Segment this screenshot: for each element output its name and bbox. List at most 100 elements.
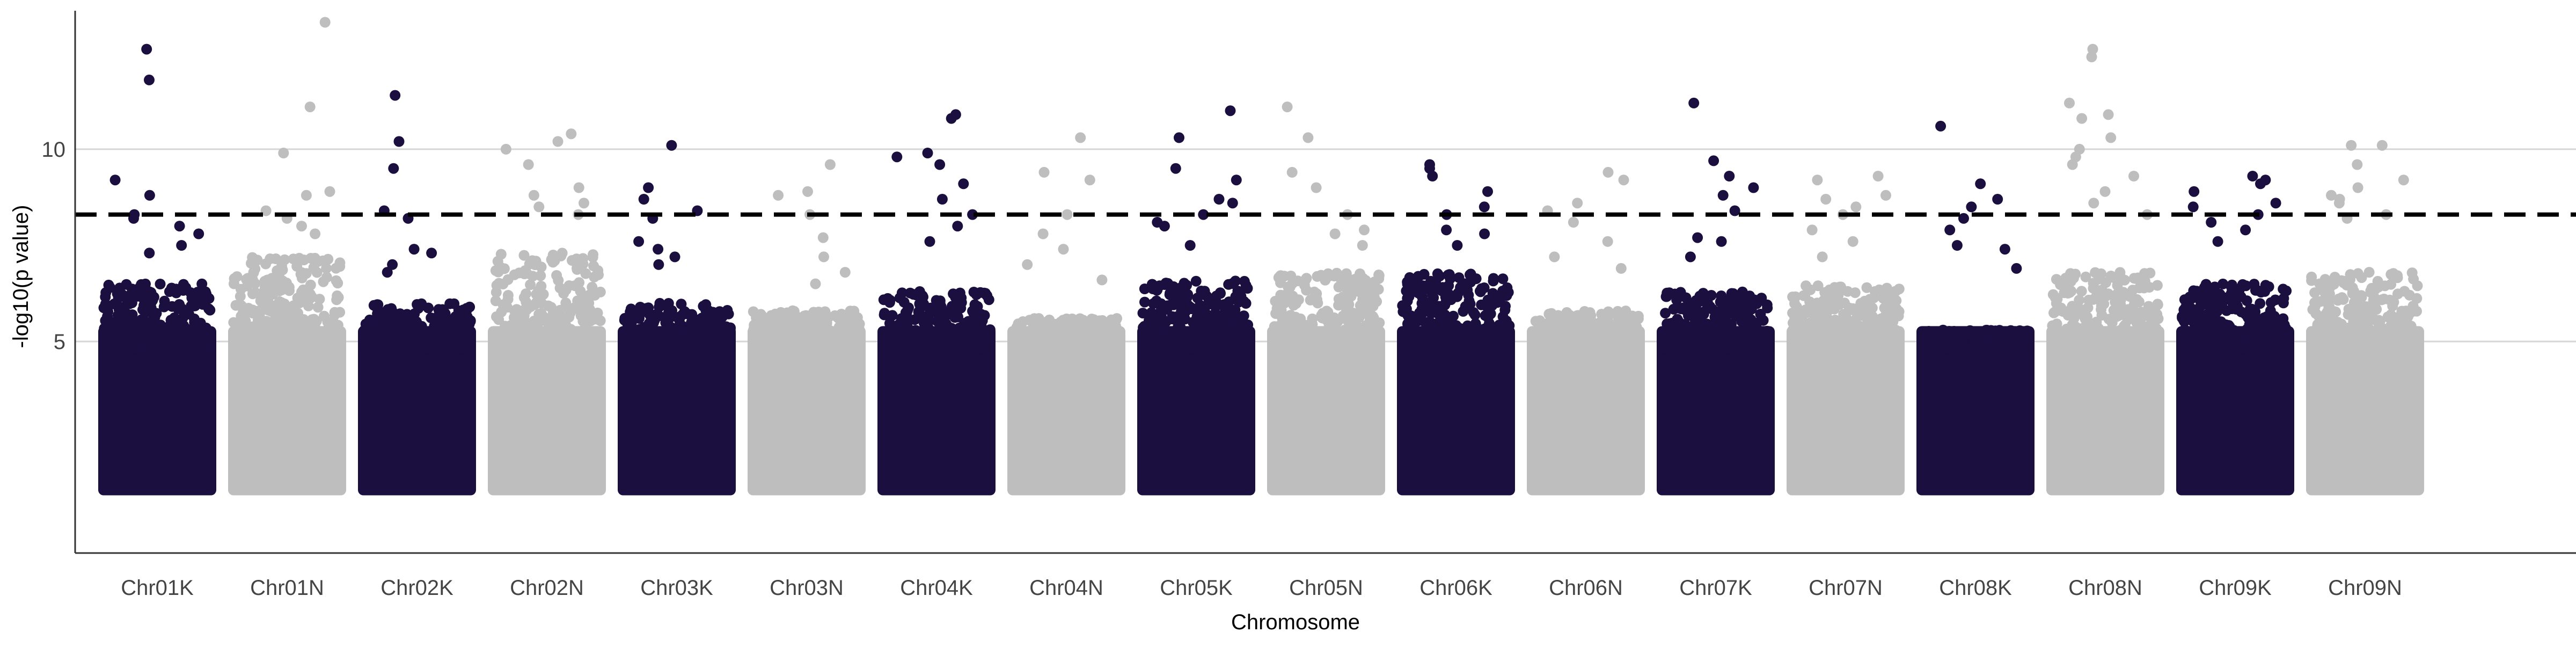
peak-point [1616, 263, 1627, 274]
point [1890, 325, 1901, 336]
point [1762, 303, 1773, 314]
point [1671, 341, 1681, 352]
point [1582, 343, 1593, 354]
chromosome-points-Chr01N [228, 17, 346, 496]
point [1709, 312, 1720, 323]
point [1789, 324, 1799, 335]
point [793, 337, 803, 347]
point [586, 315, 596, 326]
peak-point [1039, 167, 1050, 178]
point [286, 344, 297, 354]
peak-point [310, 229, 320, 239]
point [1557, 342, 1568, 353]
point [270, 253, 281, 264]
point [327, 341, 338, 352]
point [1624, 329, 1635, 339]
peak-point [1159, 221, 1170, 231]
point [1829, 332, 1840, 343]
point [1492, 322, 1503, 333]
peak-point [388, 163, 399, 174]
peak-point [1062, 209, 1073, 220]
point [927, 329, 938, 339]
point [1847, 341, 1858, 352]
point [1402, 318, 1413, 329]
point [141, 337, 151, 347]
point [962, 331, 972, 342]
point [1801, 280, 1811, 291]
point [1219, 301, 1230, 312]
peak-point [523, 159, 534, 170]
point [1465, 340, 1476, 351]
point [1225, 337, 1235, 348]
peak-point [802, 186, 813, 197]
point [389, 344, 399, 354]
point [1302, 343, 1313, 353]
point [1475, 286, 1486, 297]
point [800, 311, 810, 322]
point [1842, 286, 1853, 297]
point [1455, 344, 1466, 354]
point [577, 253, 588, 264]
point [1856, 303, 1867, 314]
peak-point [566, 128, 576, 139]
point [296, 269, 306, 280]
peak-point [1602, 236, 1613, 247]
point [1719, 344, 1730, 354]
point [826, 330, 837, 341]
peak-point [1022, 259, 1033, 270]
point [1434, 309, 1445, 319]
peak-point [278, 148, 289, 158]
point [1667, 318, 1678, 329]
peak-point [1287, 167, 1298, 178]
point [1312, 271, 1322, 282]
point [1984, 344, 1995, 354]
point [1199, 341, 1210, 352]
point [1165, 289, 1175, 300]
peak-point [946, 113, 957, 124]
point [1092, 344, 1103, 354]
point [578, 302, 589, 313]
point [464, 325, 474, 336]
point [1762, 342, 1773, 353]
peak-point [144, 190, 155, 201]
point [503, 294, 514, 304]
point [1733, 340, 1744, 351]
point [1108, 319, 1118, 330]
point [238, 307, 248, 317]
point [1744, 290, 1755, 301]
point [1885, 343, 1896, 353]
point [1502, 290, 1512, 301]
point [1488, 273, 1499, 284]
point [533, 309, 544, 319]
peak-point [1225, 105, 1236, 116]
peak-point [1479, 201, 1490, 212]
point [331, 263, 341, 274]
point [910, 314, 920, 325]
peak-point [1619, 175, 1629, 185]
point [1462, 285, 1473, 295]
peak-point [144, 248, 155, 258]
point [709, 314, 720, 325]
point [254, 308, 265, 318]
point [310, 341, 320, 352]
point [1275, 278, 1286, 288]
peak-point [1708, 155, 1719, 166]
point [104, 280, 114, 290]
peak-point [1282, 101, 1293, 112]
point [270, 344, 281, 354]
peak-point [818, 232, 829, 243]
point [528, 271, 538, 281]
point [1691, 298, 1702, 309]
point [1072, 344, 1082, 354]
point [674, 340, 684, 351]
point [298, 314, 309, 325]
peak-point [653, 244, 663, 255]
point [912, 329, 923, 340]
point [1430, 344, 1440, 354]
point [954, 323, 965, 333]
point [379, 321, 390, 332]
point [1285, 281, 1296, 292]
point [1140, 338, 1151, 349]
point [167, 301, 178, 312]
point [1968, 343, 1979, 353]
